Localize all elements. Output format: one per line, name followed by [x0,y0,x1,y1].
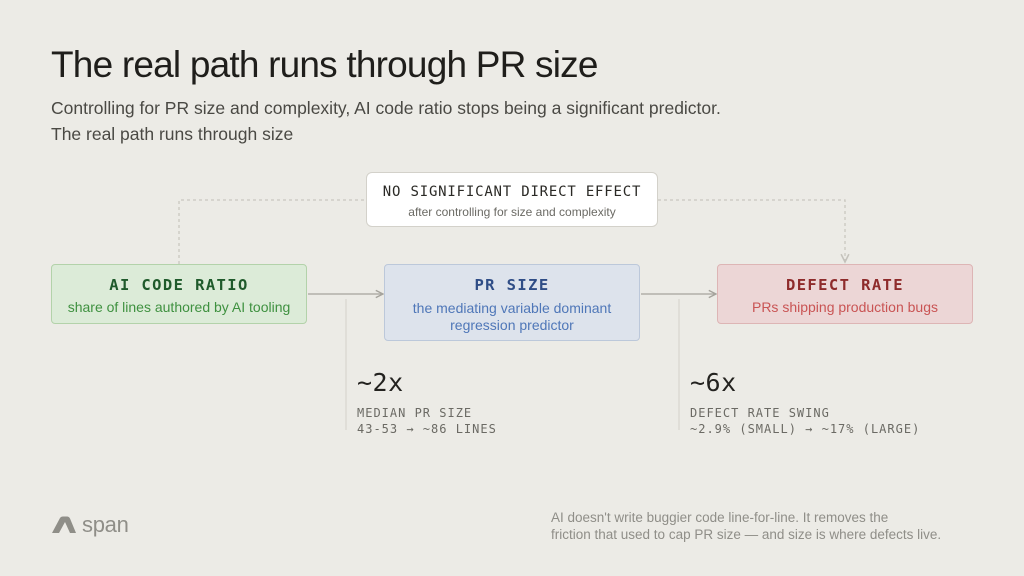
node-subtitle: share of lines authored by AI tooling [67,299,291,315]
node-title: PR SIZE [474,276,550,294]
stat-median-pr-size: ~2x MEDIAN PR SIZE 43-53 → ~86 LINES [357,368,497,437]
node-defect-rate: DEFECT RATE PRs shipping production bugs [717,264,973,324]
direct-effect-dashed-path [178,199,845,264]
footer-line-1: AI doesn't write buggier code line-for-l… [551,510,889,525]
node-ai-code-ratio: AI CODE RATIO share of lines authored by… [51,264,307,324]
stat-label: MEDIAN PR SIZE 43-53 → ~86 LINES [357,405,497,437]
footer-note: AI doesn't write buggier code line-for-l… [551,509,991,543]
node-subtitle: the mediating variable dominant regressi… [412,300,612,333]
direct-effect-subtitle: after controlling for size and complexit… [408,205,616,219]
direct-effect-title: NO SIGNIFICANT DIRECT EFFECT [382,184,642,200]
stat-label-line-1: MEDIAN PR SIZE [357,406,473,420]
stat-value: ~6x [690,368,737,397]
stat-value: ~2x [357,368,404,397]
node-pr-size: PR SIZE the mediating variable dominant … [384,264,640,341]
subtitle-line-2: The real path runs through size [51,124,294,144]
brand-name: span [82,512,129,537]
page-title: The real path runs through PR size [51,44,598,85]
direct-effect-note: NO SIGNIFICANT DIRECT EFFECT after contr… [366,172,658,227]
span-logo-icon [52,516,76,533]
page-subtitle: Controlling for PR size and complexity, … [51,95,851,147]
stat-defect-rate-swing: ~6x DEFECT RATE SWING ~2.9% (SMALL) → ~1… [690,368,920,437]
stat-label-line-1: DEFECT RATE SWING [690,406,830,420]
subtitle-line-1: Controlling for PR size and complexity, … [51,98,721,118]
stat-label-line-2: 43-53 → ~86 LINES [357,422,497,436]
footer-line-2: friction that used to cap PR size — and … [551,527,942,542]
node-title: AI CODE RATIO [109,276,249,294]
stat-label: DEFECT RATE SWING ~2.9% (SMALL) → ~17% (… [690,405,920,437]
brand-logo: span [51,510,129,540]
node-subtitle: PRs shipping production bugs [751,299,938,315]
node-title: DEFECT RATE [785,276,905,294]
stat-label-line-2: ~2.9% (SMALL) → ~17% (LARGE) [690,422,921,436]
